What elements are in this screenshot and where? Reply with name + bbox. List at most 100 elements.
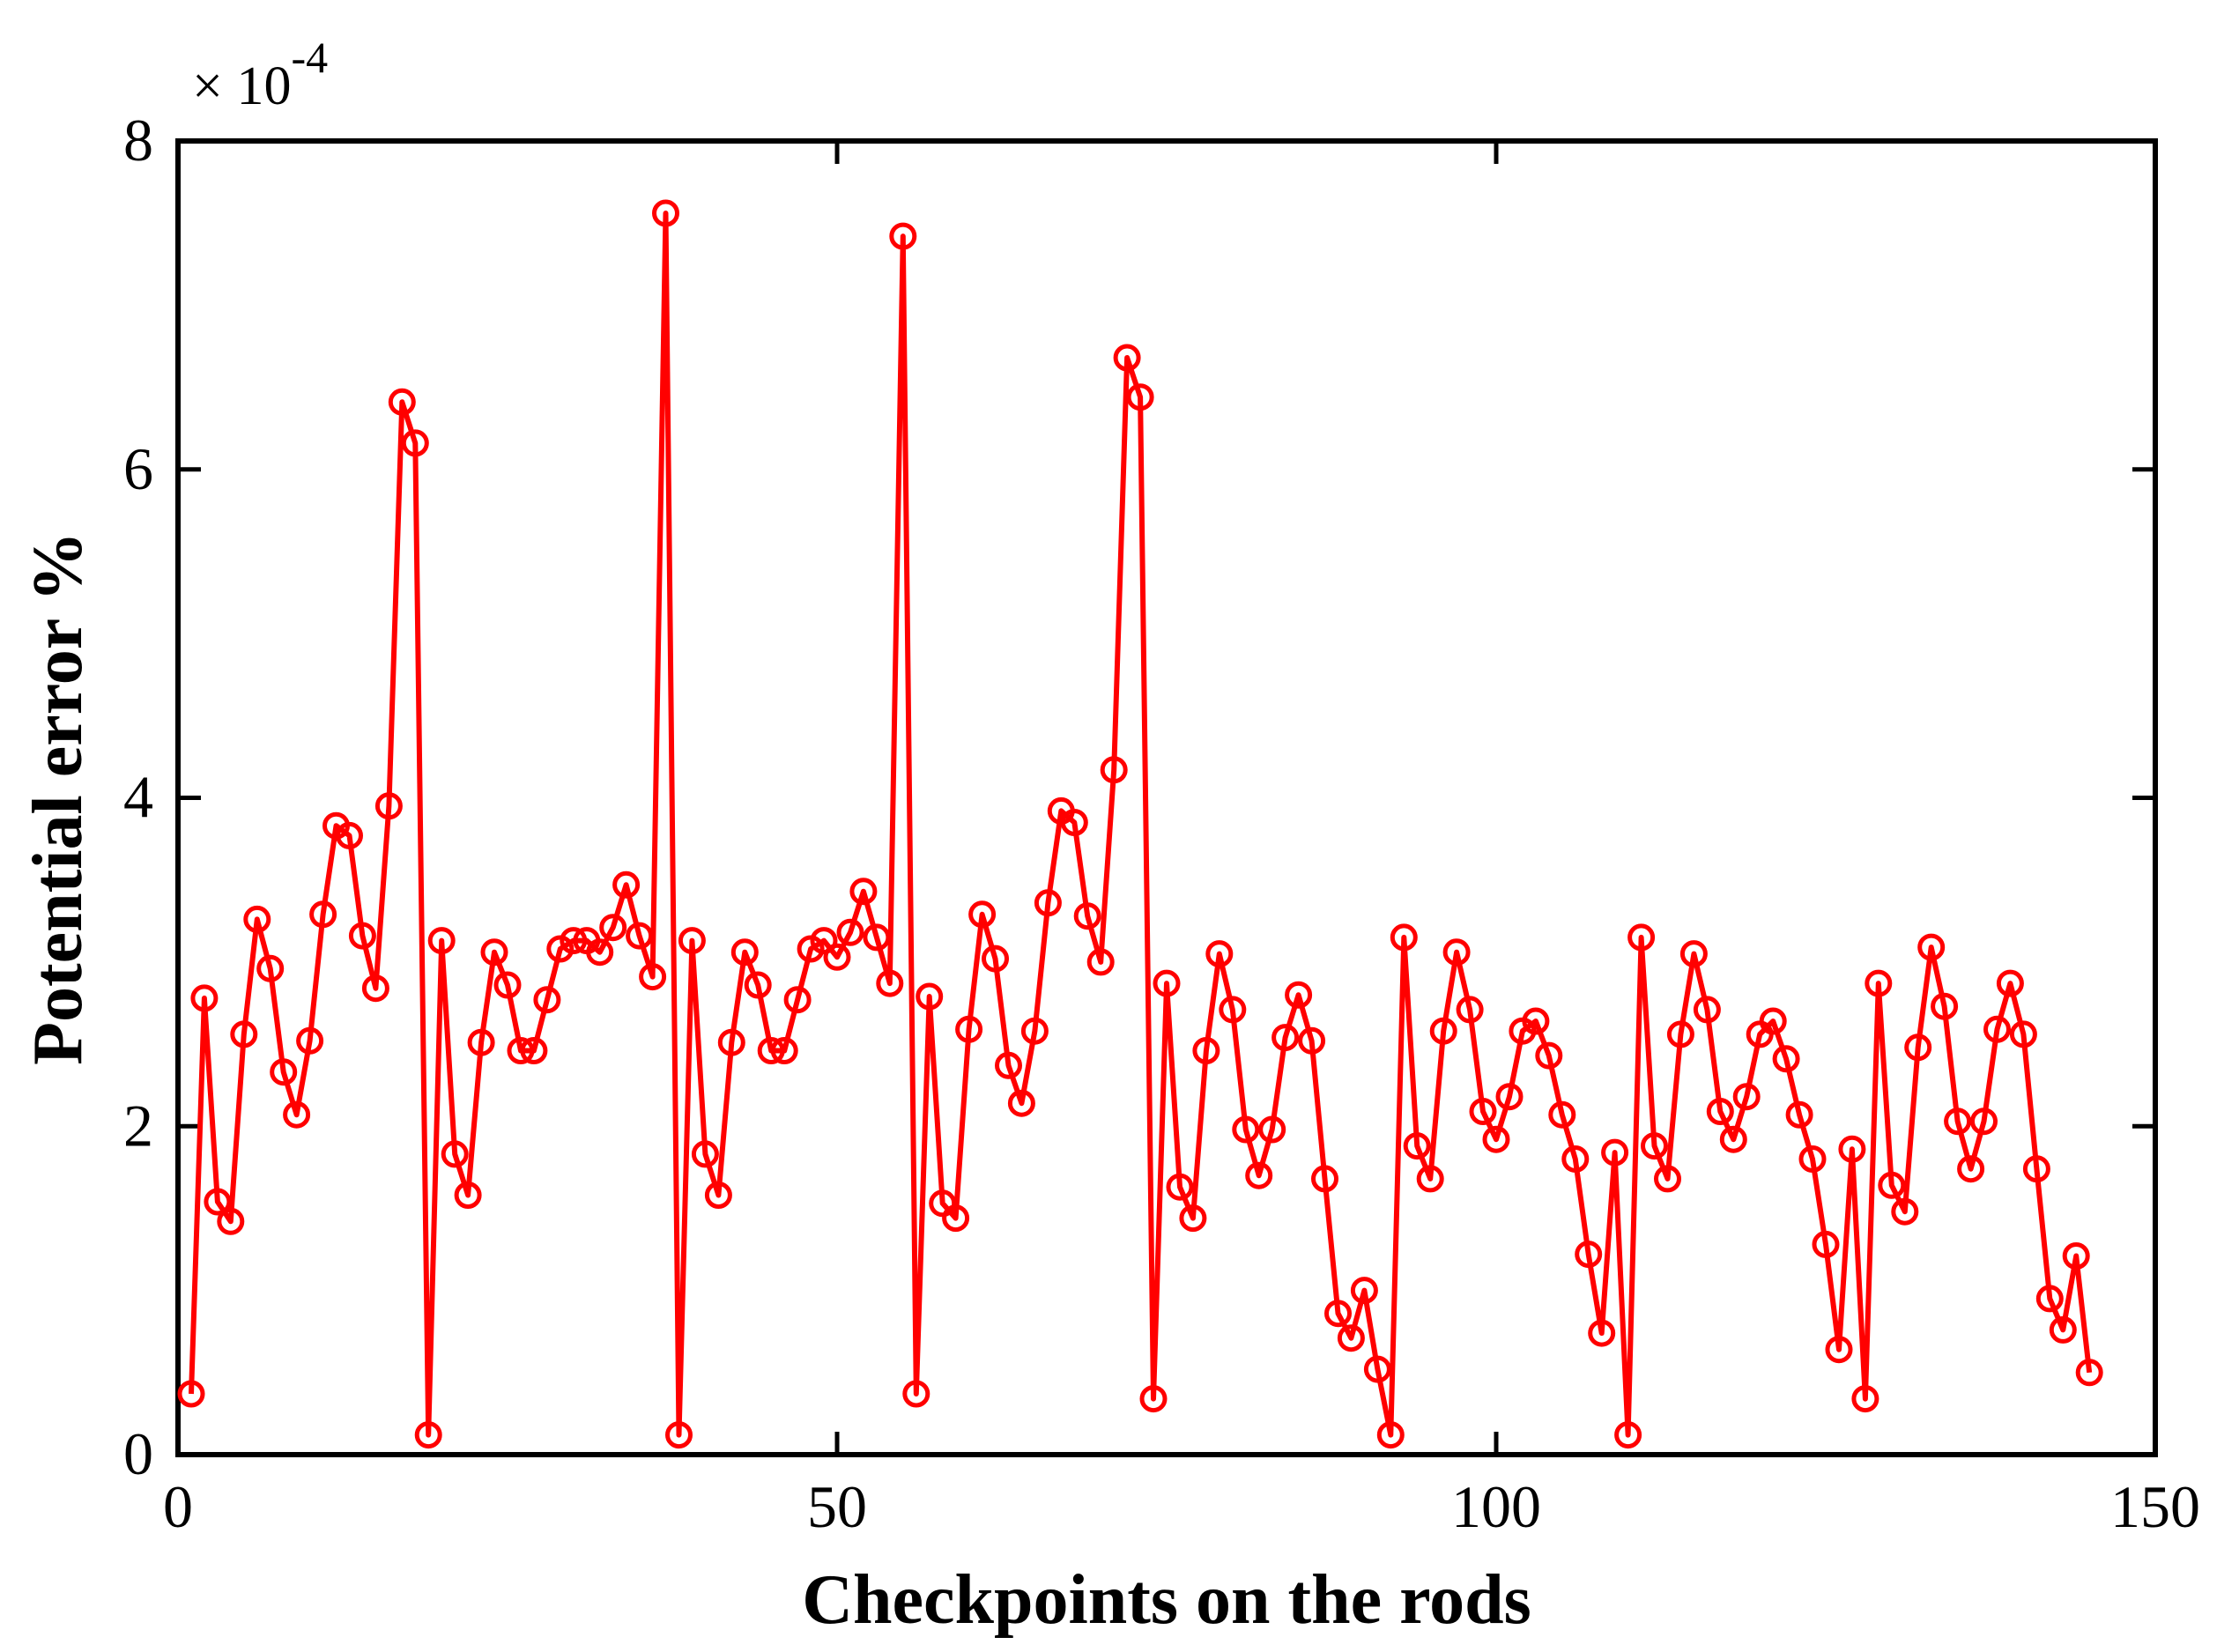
data-point: [982, 945, 1009, 973]
data-point: [533, 986, 561, 1014]
data-point: [836, 918, 864, 946]
data-point: [902, 1380, 930, 1408]
data-point: [1298, 1026, 1326, 1055]
data-point: [1719, 1125, 1747, 1153]
data-point: [560, 927, 588, 955]
data-point: [1983, 1015, 2011, 1043]
x-tick-label: 0: [163, 1473, 193, 1540]
data-point: [744, 971, 772, 999]
data-point: [691, 1140, 719, 1168]
data-point: [770, 1037, 798, 1064]
data-point: [454, 1182, 482, 1209]
data-point: [849, 878, 878, 906]
data-point: [1166, 1173, 1194, 1201]
data-point: [204, 1188, 232, 1216]
data-point: [639, 963, 667, 991]
data-point: [1363, 1355, 1391, 1383]
series-layer: [177, 199, 2103, 1449]
data-point: [599, 914, 627, 942]
data-point: [1232, 1115, 1260, 1144]
data-point: [217, 1207, 245, 1235]
data-point: [1100, 756, 1128, 784]
y-axis-label: Potential error %: [19, 531, 97, 1065]
data-point: [283, 1100, 311, 1129]
data-point: [968, 900, 997, 929]
data-point: [1482, 1125, 1510, 1153]
data-point: [1020, 1017, 1049, 1045]
data-point: [1944, 1108, 1972, 1136]
y-multiplier-exponent: -4: [291, 33, 328, 82]
data-point: [1772, 1045, 1800, 1073]
data-point: [757, 1037, 785, 1064]
data-point: [256, 954, 285, 982]
data-point: [1706, 1098, 1734, 1125]
data-point: [1575, 1241, 1603, 1269]
data-point: [1153, 969, 1181, 997]
data-point: [889, 222, 917, 250]
data-point: [612, 870, 641, 899]
data-point: [2009, 1020, 2037, 1048]
data-point: [955, 1015, 983, 1043]
data-point: [995, 1051, 1022, 1079]
data-point: [916, 982, 944, 1011]
data-point: [1812, 1230, 1840, 1258]
axis-tick-labels: 0 50 100 150 0 2 4 6 8: [123, 107, 2200, 1540]
data-point: [1311, 1165, 1338, 1193]
data-point: [441, 1140, 469, 1168]
data-point: [374, 792, 403, 820]
data-point: [2062, 1242, 2090, 1270]
data-point: [1535, 1041, 1563, 1070]
data-point: [1798, 1145, 1827, 1173]
data-point: [1851, 1385, 1879, 1413]
data-point: [1285, 981, 1313, 1009]
data-point: [1205, 940, 1234, 968]
data-point: [1350, 1277, 1378, 1305]
data-point: [414, 1421, 442, 1449]
data-point: [1878, 1171, 1906, 1199]
data-point: [1996, 969, 2024, 997]
data-point: [1838, 1135, 1866, 1163]
series-line: [189, 211, 2093, 1438]
data-point: [2022, 1155, 2050, 1183]
data-point: [177, 1380, 205, 1408]
x-tick-label: 50: [807, 1473, 867, 1540]
data-point: [467, 1028, 495, 1056]
data-point: [336, 821, 363, 849]
data-point: [730, 938, 759, 967]
data-point: [1891, 1197, 1919, 1226]
data-point: [626, 922, 654, 950]
data-point: [361, 974, 389, 1003]
y-tick-label: 6: [123, 435, 153, 502]
data-point: [1970, 1108, 1998, 1136]
data-point: [678, 927, 706, 955]
data-point: [1429, 1017, 1457, 1045]
data-point: [309, 900, 337, 929]
data-point: [1416, 1165, 1444, 1193]
data-point: [1614, 1421, 1642, 1449]
data-point: [783, 986, 812, 1014]
data-point: [1917, 933, 1946, 961]
y-tick-label: 8: [123, 107, 153, 174]
data-point: [1931, 992, 1959, 1020]
data-point: [1825, 1336, 1853, 1364]
data-point: [1324, 1300, 1352, 1328]
data-point: [296, 1026, 324, 1055]
data-point: [1785, 1100, 1813, 1129]
data-point: [1495, 1083, 1524, 1111]
data-point: [2035, 1285, 2064, 1313]
data-point: [1904, 1033, 1932, 1062]
data-point: [704, 1182, 732, 1209]
data-point: [1456, 996, 1484, 1024]
data-point: [1666, 1020, 1694, 1048]
data-point: [270, 1058, 298, 1086]
data-point: [717, 1028, 745, 1056]
x-axis-label: Checkpoints on the rods: [802, 1561, 1531, 1639]
data-point: [665, 1421, 693, 1449]
data-point: [1034, 889, 1062, 917]
data-point: [388, 388, 416, 416]
data-point: [1007, 1089, 1035, 1117]
data-point: [1588, 1319, 1616, 1347]
data-point: [1641, 1132, 1668, 1160]
y-tick-label: 0: [123, 1420, 153, 1487]
data-point: [1693, 996, 1721, 1024]
